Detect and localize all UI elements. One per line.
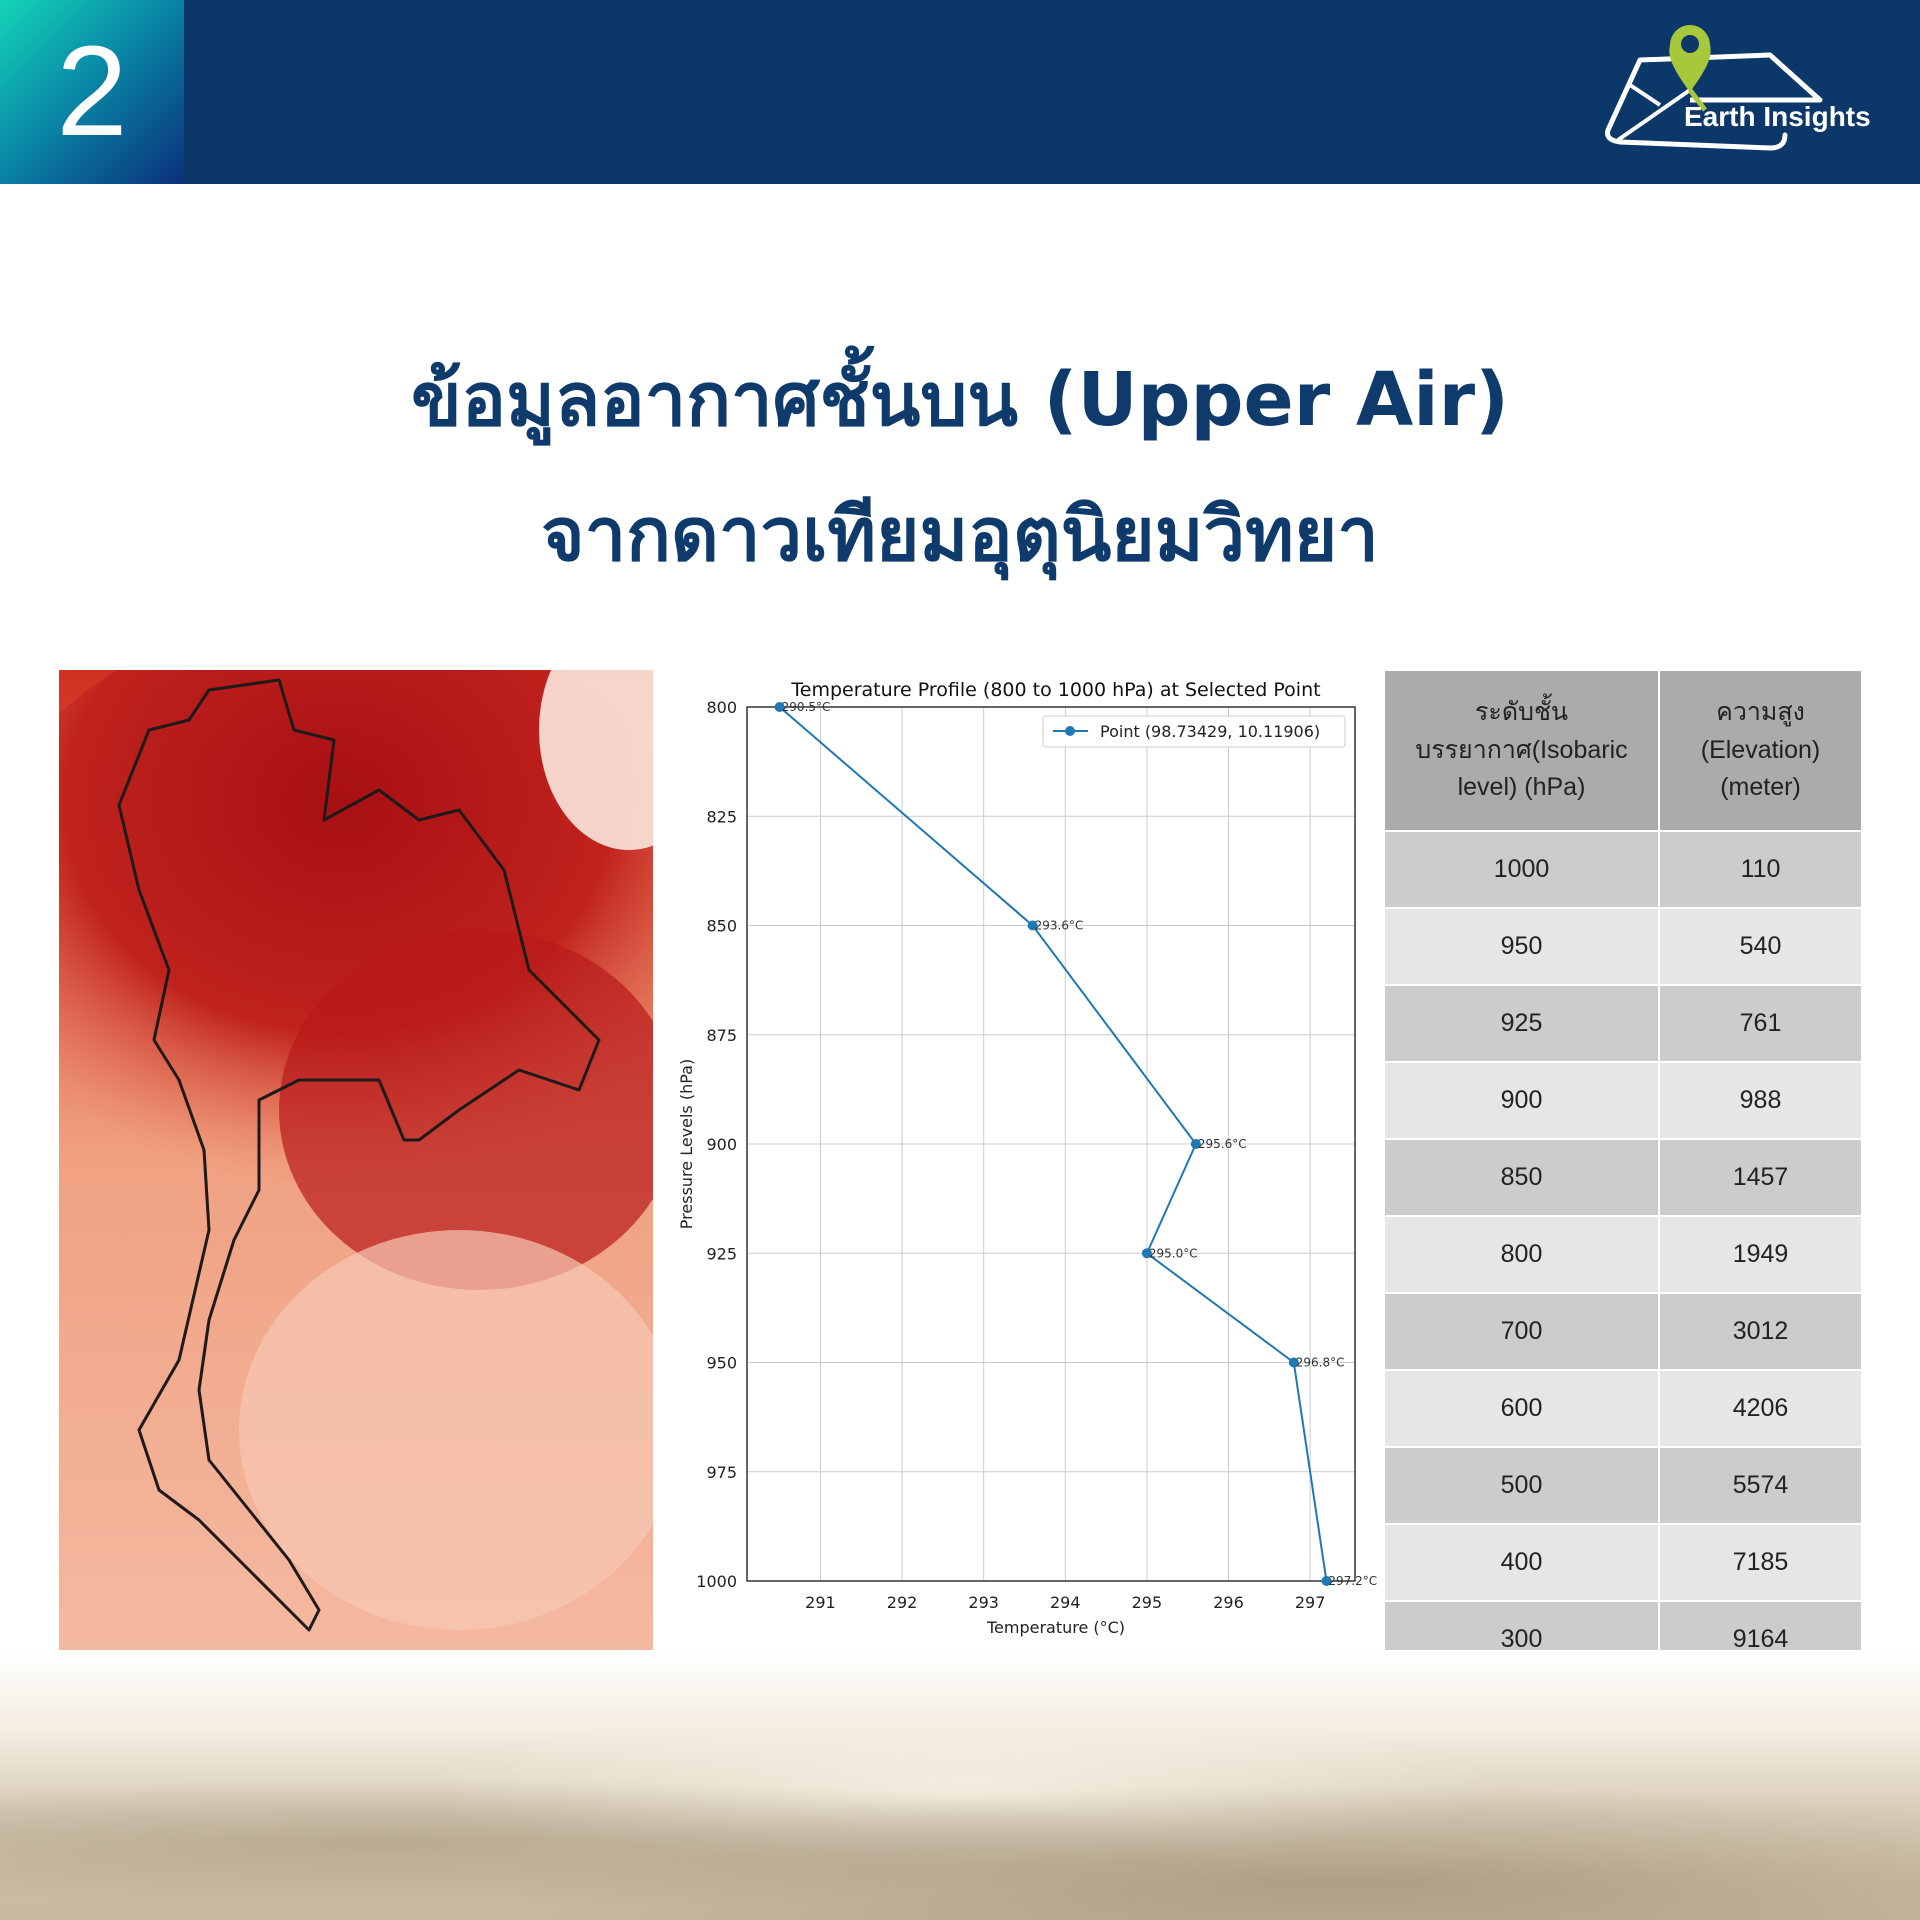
y-tick-label: 800: [706, 698, 737, 717]
table-row: 850 1457: [1385, 1138, 1861, 1215]
cell-elevation: 5574: [1732, 1470, 1789, 1499]
data-point: [1190, 1139, 1201, 1149]
y-tick-label: 975: [706, 1463, 737, 1482]
table-row: 800 1949: [1385, 1215, 1861, 1292]
data-label: 295.0°C: [1149, 1246, 1198, 1260]
top-bar: [0, 0, 1920, 184]
data-label: 293.6°C: [1035, 919, 1084, 933]
cell-elevation: 4206: [1732, 1393, 1789, 1422]
cell-pressure: 400: [1385, 1525, 1660, 1600]
cell-elevation: 1949: [1732, 1239, 1789, 1268]
table-row: 1000 110: [1385, 830, 1861, 907]
cell-pressure: 1000: [1385, 832, 1660, 907]
series-line: [778, 706, 1328, 1582]
cell-pressure: 850: [1385, 1140, 1660, 1215]
elevation-table: ระดับชั้นบรรยากาศ(Isobaric level) (hPa) …: [1385, 671, 1861, 1677]
chart-title: Temperature Profile (800 to 1000 hPa) at…: [790, 679, 1320, 701]
temperature-map: [0, 610, 719, 1650]
data-point: [1321, 1576, 1332, 1586]
table-row: 600 4206: [1385, 1369, 1861, 1446]
cell-pressure: 900: [1385, 1063, 1660, 1138]
cell-pressure: 925: [1385, 986, 1660, 1061]
temperature-profile-chart: Temperature Profile (800 to 1000 hPa) at…: [660, 660, 1385, 1660]
x-axis-label: Temperature (°C): [986, 1618, 1125, 1637]
x-tick-label: 294: [1050, 1593, 1081, 1612]
data-label: 290.5°C: [782, 700, 831, 714]
legend-label: Point (98.73429, 10.11906): [1100, 722, 1320, 741]
x-tick-label: 297: [1295, 1593, 1326, 1612]
cell-elevation: 110: [1740, 854, 1781, 883]
table-row: 900 988: [1385, 1061, 1861, 1138]
cell-elevation: 540: [1739, 931, 1782, 960]
cell-elevation: 7185: [1732, 1547, 1789, 1576]
cell-pressure: 600: [1385, 1371, 1660, 1446]
cell-elevation: 761: [1739, 1008, 1782, 1037]
table-row: 950 540: [1385, 907, 1861, 984]
earth-insights-logo: Earth Insights: [1590, 20, 1890, 160]
x-tick-label: 296: [1213, 1593, 1244, 1612]
cell-elevation: 988: [1739, 1085, 1782, 1114]
cell-pressure: 700: [1385, 1294, 1660, 1369]
table-row: 700 3012: [1385, 1292, 1861, 1369]
data-label: 297.2°C: [1328, 1574, 1377, 1588]
data-point: [774, 702, 785, 712]
table-row: 925 761: [1385, 984, 1861, 1061]
page-title-line1: ข้อมูลอากาศชั้นบน (Upper Air): [411, 357, 1509, 443]
slide-number: 2: [56, 20, 128, 163]
cell-elevation: 3012: [1732, 1316, 1789, 1345]
data-label: 296.8°C: [1296, 1356, 1345, 1370]
page-title-line2: จากดาวเทียมอุตุนิยมวิทยา: [541, 492, 1379, 578]
map-outline-icon: [1639, 52, 1823, 103]
data-label: 295.6°C: [1198, 1137, 1247, 1151]
cell-pressure: 500: [1385, 1448, 1660, 1523]
y-tick-label: 925: [706, 1244, 737, 1263]
table-header-row: ระดับชั้นบรรยากาศ(Isobaric level) (hPa) …: [1385, 671, 1861, 830]
table-row: 500 5574: [1385, 1446, 1861, 1523]
plot-frame: [746, 706, 1356, 1582]
x-tick-label: 295: [1132, 1593, 1163, 1612]
data-point: [1027, 920, 1038, 931]
header-isobaric-level: ระดับชั้นบรรยากาศ(Isobaric level) (hPa): [1385, 671, 1660, 830]
table-row: 400 7185: [1385, 1523, 1861, 1600]
y-tick-label: 900: [706, 1135, 737, 1154]
cell-elevation: 1457: [1732, 1162, 1789, 1191]
data-point: [1288, 1357, 1299, 1368]
y-axis-label: Pressure Levels (hPa): [677, 1059, 696, 1229]
thailand-outline: [117, 678, 601, 1632]
location-pin-icon: [1669, 25, 1711, 92]
header-elevation: ความสูง (Elevation) (meter): [1700, 698, 1821, 802]
x-tick-label: 291: [805, 1593, 836, 1612]
cell-pressure: 950: [1385, 909, 1660, 984]
x-tick-label: 293: [968, 1593, 999, 1612]
y-tick-label: 1000: [696, 1572, 737, 1591]
y-tick-label: 850: [706, 917, 737, 936]
sand-background: [0, 1650, 1920, 1920]
y-tick-label: 875: [706, 1026, 737, 1045]
y-tick-label: 825: [706, 807, 737, 826]
slide-number-box: 2: [0, 0, 184, 184]
cell-pressure: 800: [1385, 1217, 1660, 1292]
x-tick-label: 292: [887, 1593, 918, 1612]
data-point: [1141, 1248, 1152, 1259]
y-tick-label: 950: [706, 1354, 737, 1373]
logo-text: Earth Insights: [1684, 101, 1871, 132]
cell-pressure: 300: [1385, 1602, 1660, 1677]
legend: Point (98.73429, 10.11906): [1042, 715, 1346, 748]
cell-elevation: 9164: [1732, 1624, 1789, 1653]
